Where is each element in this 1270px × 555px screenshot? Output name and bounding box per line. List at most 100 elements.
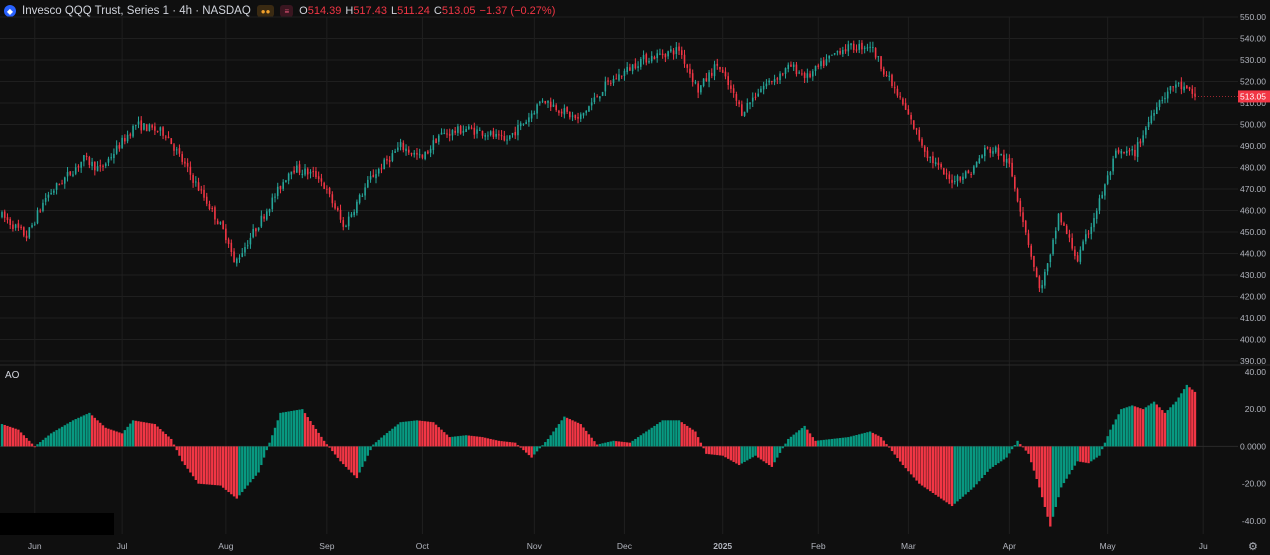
circle-logo-icon[interactable]: ◆	[4, 5, 16, 17]
price-tick-label: 480.00	[1240, 163, 1266, 173]
candle-body	[533, 112, 536, 115]
ao-bar	[994, 446, 997, 466]
ao-bar	[47, 435, 50, 447]
candle-body	[124, 137, 126, 142]
candle-body	[716, 63, 719, 66]
candle-body	[484, 135, 487, 137]
ao-bar	[115, 431, 118, 447]
ao-bar	[1030, 446, 1033, 463]
ao-bar	[238, 446, 241, 496]
candle-body	[784, 68, 787, 74]
candle-body	[781, 73, 784, 75]
candle-body	[675, 47, 678, 55]
ao-bar	[727, 446, 730, 459]
ao-bar	[792, 434, 795, 447]
candle-body	[96, 166, 99, 172]
candle-body	[918, 129, 921, 140]
candle-body	[1054, 230, 1057, 239]
ao-bar	[1117, 414, 1120, 447]
candle-body	[85, 155, 88, 157]
ao-bar	[402, 421, 405, 447]
ao-bar	[800, 428, 804, 447]
time-tick-label: Nov	[527, 541, 543, 551]
bars-icon[interactable]: ≡	[280, 5, 294, 17]
price-tick-label: 540.00	[1240, 34, 1266, 44]
pair-dots-icon[interactable]: ●●	[256, 5, 275, 17]
candle-body	[574, 114, 577, 119]
time-tick-label: Ju	[1199, 541, 1208, 551]
ao-bar	[186, 446, 189, 469]
candle-body	[798, 72, 800, 74]
candle-body	[459, 125, 462, 134]
ao-bar	[565, 417, 569, 447]
ao-bar	[1191, 389, 1194, 447]
ao-bar	[825, 439, 828, 447]
candle-body	[397, 147, 399, 151]
ao-bar	[456, 436, 460, 447]
candle-body	[869, 46, 871, 48]
candle-body	[246, 245, 249, 247]
price-tick-label: 440.00	[1240, 249, 1266, 259]
ao-bar	[123, 430, 127, 447]
gear-icon[interactable]: ⚙	[1248, 541, 1258, 553]
candle-body	[58, 184, 61, 186]
candle-body	[429, 148, 432, 153]
candle-body	[981, 155, 983, 158]
candle-body	[214, 207, 216, 220]
ao-tick-label: 40.00	[1245, 367, 1267, 377]
ao-bar	[811, 437, 814, 447]
candle-body	[1065, 225, 1068, 234]
candle-body	[970, 174, 972, 176]
candle-body	[315, 171, 317, 178]
candle-body	[566, 107, 568, 112]
ao-bar	[448, 437, 451, 447]
ao-bar	[1016, 440, 1019, 447]
candle-body	[828, 55, 830, 59]
ao-bar	[1043, 446, 1047, 507]
ao-bar	[1147, 405, 1150, 447]
candle-body	[296, 165, 298, 173]
candle-body	[994, 147, 997, 153]
candle-body	[140, 120, 143, 131]
ao-bar	[808, 433, 812, 447]
ao-bar	[159, 429, 162, 447]
candle-body	[642, 55, 645, 60]
candle-body	[377, 169, 380, 174]
ao-bar	[191, 446, 195, 477]
ao-bar	[9, 426, 12, 447]
ao-bar	[806, 429, 809, 447]
candle-body	[885, 75, 888, 77]
candle-body	[328, 188, 331, 195]
candle-body	[582, 112, 585, 116]
candle-body	[872, 47, 874, 49]
ao-bar	[276, 420, 279, 447]
ao-bar	[751, 446, 754, 458]
ao-bar	[524, 446, 528, 453]
ao-bar	[868, 431, 872, 447]
candle-body	[1150, 115, 1153, 124]
ao-bar	[322, 440, 326, 447]
candle-body	[334, 203, 336, 209]
candle-body	[741, 104, 743, 116]
candle-body	[746, 103, 749, 112]
open-value: 514.39	[307, 5, 342, 17]
candle-body	[178, 148, 181, 154]
ao-bar	[530, 446, 533, 458]
candle-body	[241, 253, 244, 257]
ao-bar	[980, 446, 984, 479]
ao-bar	[576, 422, 580, 447]
candle-body	[1057, 213, 1060, 230]
candle-body	[282, 182, 284, 189]
ao-bar	[1054, 446, 1057, 507]
ao-bar	[724, 446, 727, 458]
ao-bar	[1150, 403, 1153, 447]
ao-bar	[691, 429, 694, 447]
symbol-title[interactable]: Invesco QQQ Trust, Series 1 · 4h · NASDA…	[22, 5, 251, 17]
ao-bar	[1057, 446, 1060, 498]
ao-bar	[606, 442, 610, 447]
ao-bar	[983, 446, 986, 475]
ao-bar	[939, 446, 943, 499]
candle-body	[44, 197, 47, 202]
ao-bar	[1101, 446, 1104, 450]
